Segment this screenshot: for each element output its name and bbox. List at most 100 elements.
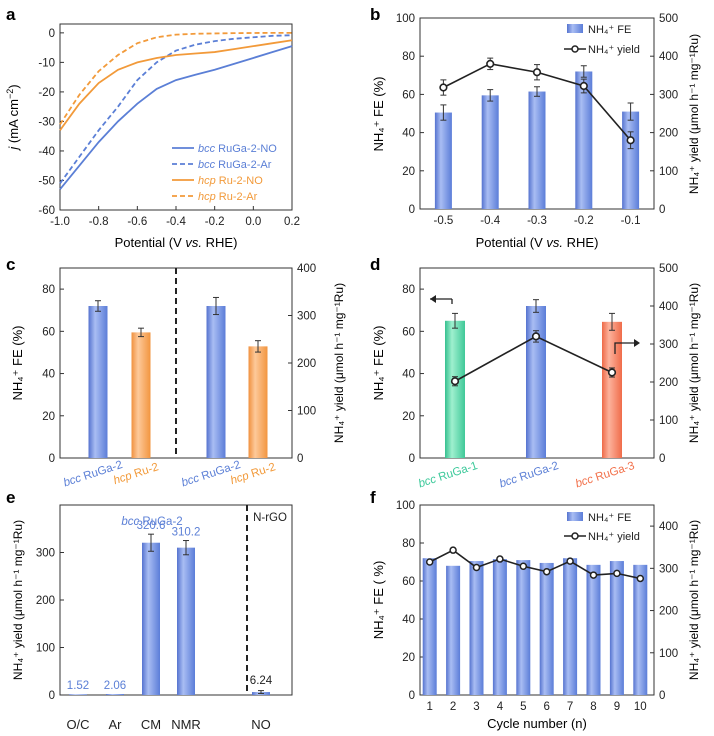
panel-b-ytick-right-label: 0 [659,204,665,216]
panel-f-legend-yield: NH₄⁺ yield [588,531,640,543]
panel-f-yield-point [589,571,598,579]
panel-a-ytick-label: 0 [49,28,55,40]
panel-c-ylabel-left: NH₄⁺ FE (%) [10,326,25,401]
panel-a-xtick-label: -0.8 [89,216,109,228]
panel-d-yield-line [450,330,617,387]
panel-b-bar [481,95,499,209]
panel-f-xtick-label: 8 [590,701,596,713]
panel-b-ytick-label: 20 [402,166,415,178]
panel-c-category-label-italic: bcc [62,472,83,489]
panel-c-category-label-italic: hcp [112,470,134,487]
panel-b-bar [575,71,593,209]
panel-d-category-label-rest: RuGa-3 [591,460,636,485]
panel-c-category-label-rest: Ru-2 [130,461,160,481]
panel-b-ytick-label: 60 [402,89,415,101]
panel-e-label: e [6,488,15,507]
panel-b-legend: NH₄⁺ FE NH₄⁺ yield [564,24,640,56]
panel-c-ytick-right-label: 0 [297,453,303,465]
panel-d-ytick-label: 20 [402,411,415,423]
panel-d-category-label: bcc RuGa-3 [574,460,636,490]
panel-f-ytick-right-label: 0 [659,690,665,702]
panel-e-ytick-label: 0 [49,690,55,702]
panel-a-ticks: -1.0 -0.8 -0.6 -0.4 -0.2 0.0 0.2 0 -10 -20 -30 -40 -… [38,28,300,228]
panel-f-label: f [370,488,376,507]
panel-a-legend-entry: bcc RuGa-2-NO [198,143,277,155]
panel-f-yield-point [472,563,481,572]
panel-f-legend: NH₄⁺ FE NH₄⁺ yield [564,512,640,543]
panel-a-ylabel: j (mA cm−2) [5,84,21,151]
panel-b-legend-yield: NH₄⁺ yield [588,44,640,56]
panel-b-legend-point-swatch [571,45,579,53]
panel-d-ytick-right-label: 200 [659,377,678,389]
panel-c-category-label-italic: bcc [180,472,201,489]
panel-e-ticks: 0 100 200 300 [36,548,64,702]
panel-a-legend-italic: bcc [198,159,216,171]
panel-a-ytick-label: -60 [38,205,55,217]
panel-d-ytick-label: 40 [402,369,415,381]
panel-b-yield-point [439,83,448,92]
panel-d-category-label: bcc RuGa-2 [498,460,560,490]
panel-e-bar [177,547,195,695]
panel-f-ytick-right-label: 200 [659,606,678,618]
panel-f-yield-point [519,562,528,570]
panel-f-xtick-label: 4 [497,701,504,713]
panel-a-legend-rest: RuGa-2-Ar [215,159,272,171]
panel-e-ytick-label: 200 [36,595,55,607]
panel-c-ytick-label: 60 [42,326,55,338]
panel-b-ytick-label: 40 [402,128,415,140]
panel-d-bars [445,299,622,458]
panel-f-yield-point [613,569,621,578]
panel-a-legend-entry: hcp Ru-2-NO [198,175,263,187]
panel-d-category-label-italic: bcc [574,473,595,490]
panel-a-series [59,31,293,190]
panel-f-xtick-label: 10 [634,701,647,713]
panel-c-ylabel-right: NH₄⁺ yield (μmol h⁻¹ mg⁻¹Ru) [332,283,346,443]
panel-c-ytick-right-label: 200 [297,358,316,370]
panel-b-ticks: 0 20 40 60 80 100 0 100 200 300 400 500 -0.5 -0.4 -0.3… [396,13,678,227]
panel-e-group-label-2: N-rGO [253,512,287,524]
panel-a-legend-italic: hcp [198,175,216,187]
left-arrow-head-icon [430,295,436,303]
panel-e: e 0 100 200 300 1.52 2.06 320.6 310.2 6.24 bcc … [6,488,293,732]
panel-f-ytick-label: 80 [402,538,415,550]
panel-d-category-labels: bcc RuGa-1 bcc RuGa-2 bcc RuGa-3 [417,460,636,490]
panel-f-yield-point [496,555,504,563]
panel-f-bar [563,558,578,695]
panel-f-legend-point-swatch [571,532,579,540]
right-axis-arrow [614,342,636,354]
panel-e-value-label: 320.6 [137,520,166,532]
panel-c-ytick-label: 0 [49,453,55,465]
panel-b-xlabel: Potential (V vs. RHE) [476,235,599,250]
panel-b-ytick-right-label: 100 [659,166,678,178]
panel-c-bar [248,346,268,458]
panel-f-bar [516,560,531,695]
panel-f-yield-point [566,557,574,565]
panel-d-ylabel-right: NH₄⁺ yield (μmol h⁻¹ mg⁻¹Ru) [687,283,701,443]
panel-f-legend-bar-swatch [567,512,583,521]
panel-e-category-label: NMR [171,717,201,732]
panel-f-ytick-label: 0 [409,690,415,702]
panel-f-ticks: 0 20 40 60 80 100 0 100 200 300 400 1 2 3 4 5 6 7 8 9 10 [396,500,678,713]
panel-d-ytick-label: 0 [409,453,415,465]
panel-c-ticks: 0 20 40 60 80 0 100 200 300 400 [42,263,316,465]
panel-d-ytick-right-label: 100 [659,415,678,427]
panel-d-ylabel-left: NH₄⁺ FE (%) [371,326,386,401]
panel-a-legend-rest: RuGa-2-NO [215,143,277,155]
panel-b-bars [434,65,640,209]
panel-e-value-label: 6.24 [250,675,273,687]
panel-c-bar [88,306,108,458]
panel-f-ytick-label: 20 [402,652,415,664]
panel-b-ytick-label: 0 [409,204,415,216]
panel-d-ytick-label: 80 [402,284,415,296]
panel-f-bar [492,559,507,695]
panel-f-bar [633,564,648,695]
panel-d-label: d [370,255,380,274]
panel-d-ytick-right-label: 500 [659,263,678,275]
panel-d-ytick-right-label: 400 [659,301,678,313]
panel-e-ylabel: NH₄⁺ yield (μmol h⁻¹ mg⁻¹Ru) [11,520,25,680]
panel-b-yield-point [532,68,542,77]
panel-c-category-label-rest: Ru-2 [247,461,277,481]
panel-d-ytick-right-label: 300 [659,339,678,351]
